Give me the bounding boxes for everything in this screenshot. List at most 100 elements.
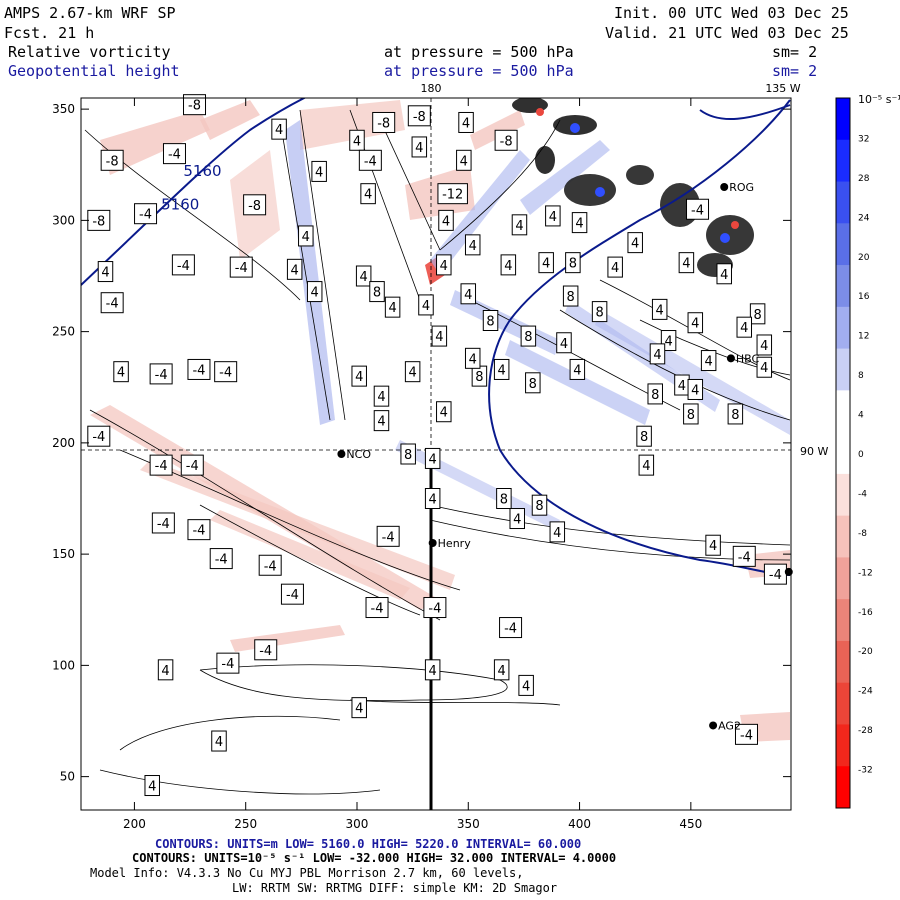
- init-time: Init. 00 UTC Wed 03 Dec 25: [614, 4, 849, 22]
- vorticity-label-text: 4: [504, 259, 512, 274]
- vorticity-label: -8: [183, 94, 207, 116]
- colorbar-swatch: [836, 181, 850, 224]
- colorbar-frame: [835, 97, 851, 809]
- vorticity-label-box: [531, 494, 548, 516]
- vorticity-label: 4: [355, 265, 372, 287]
- vorticity-label-box: [286, 258, 303, 280]
- vorticity-label: -8: [243, 194, 267, 216]
- vorticity-label-box: [151, 512, 175, 534]
- vorticity-label: 4: [271, 118, 287, 140]
- vorticity-label-text: 4: [462, 116, 470, 131]
- vorticity-label-box: [384, 296, 401, 318]
- vorticity-label-box: [700, 350, 717, 372]
- vorticity-label-text: 4: [498, 363, 506, 378]
- vorticity-label-box: [437, 183, 468, 205]
- vorticity-contour-info: CONTOURS: UNITS=10⁻⁵ s⁻¹ LOW= -32.000 HI…: [132, 851, 616, 865]
- vorticity-label-box: [569, 358, 586, 380]
- field1-smoothing: sm= 2: [772, 43, 817, 61]
- vorticity-label: 8: [471, 365, 488, 387]
- vorticity-label-box: [180, 454, 204, 476]
- vorticity-label: -8: [372, 111, 396, 133]
- vorticity-label-box: [756, 356, 773, 378]
- vorticity-label-box: [254, 639, 278, 661]
- vorticity-label: 4: [351, 697, 367, 719]
- vorticity-label-box: [424, 488, 441, 509]
- vorticity-label: 4: [736, 316, 753, 338]
- vorticity-label-box: [404, 361, 421, 383]
- colorbar-level-label: 0: [858, 450, 864, 460]
- colorbar-level-label: -8: [858, 529, 867, 539]
- vorticity-label-text: -4: [92, 430, 105, 445]
- vorticity-label: 4: [404, 361, 421, 383]
- vorticity-label-box: [280, 583, 304, 605]
- vorticity-label-text: 4: [549, 210, 557, 225]
- vorticity-label-box: [113, 361, 129, 383]
- colorbar-swatch: [836, 473, 850, 517]
- vorticity-label: 4: [756, 334, 773, 356]
- vorticity-label-box: [651, 298, 668, 320]
- valid-time: Valid. 21 UTC Wed 03 Dec 25: [605, 24, 849, 42]
- vorticity-label: 8: [683, 403, 699, 425]
- x-tick-label: 250: [234, 817, 257, 831]
- vorticity-label-box: [373, 385, 390, 407]
- vorticity-label: 4: [373, 410, 390, 432]
- vorticity-label-box: [214, 361, 238, 383]
- vorticity-label-box: [716, 263, 732, 285]
- vorticity-label-box: [562, 285, 579, 307]
- vorticity-label-text: 4: [760, 339, 768, 354]
- vorticity-label-box: [149, 454, 173, 476]
- vorticity-label-text: -4: [215, 553, 228, 568]
- vorticity-label-box: [351, 697, 367, 719]
- vorticity-label-box: [705, 534, 721, 556]
- vorticity-label: -4: [149, 454, 173, 476]
- vorticity-label-box: [209, 548, 233, 570]
- y-tick-label: 100: [52, 658, 75, 672]
- vorticity-label-box: [571, 212, 588, 234]
- vorticity-label: -4: [151, 512, 175, 534]
- vorticity-label: -8: [407, 105, 431, 127]
- vorticity-label: 4: [700, 350, 717, 372]
- vorticity-label: -4: [365, 597, 389, 619]
- vorticity-label: 4: [460, 283, 477, 305]
- vorticity-label: 4: [716, 263, 732, 285]
- vorticity-label: 8: [591, 301, 608, 323]
- vorticity-label-text: -4: [219, 366, 232, 381]
- vorticity-label-box: [727, 403, 744, 425]
- vorticity-label: 4: [306, 281, 323, 303]
- footer: CONTOURS: UNITS=m LOW= 5160.0 HIGH= 5220…: [90, 837, 616, 895]
- vorticity-label-box: [372, 111, 396, 133]
- vorticity-label-box: [458, 111, 474, 133]
- vorticity-label-box: [171, 254, 195, 276]
- forecast-hour: Fcst. 21 h: [4, 24, 94, 42]
- vorticity-label-text: 4: [542, 257, 550, 272]
- vorticity-label-text: 4: [560, 337, 568, 352]
- vorticity-label: 8: [565, 252, 581, 274]
- vorticity-label-text: 4: [740, 321, 748, 336]
- vorticity-label-box: [87, 425, 111, 447]
- colorbar-level-label: -16: [858, 608, 873, 618]
- vorticity-label: 4: [418, 294, 434, 316]
- vorticity-label-box: [438, 209, 454, 231]
- vorticity-label: 4: [627, 232, 643, 254]
- station-markers: ROG HBC NCO Henry AG2: [337, 181, 793, 732]
- vorticity-label: -4: [134, 203, 158, 225]
- vorticity-label: 4: [687, 312, 704, 334]
- vorticity-label: 4: [651, 298, 668, 320]
- vorticity-label-box: [607, 256, 623, 278]
- vorticity-label-box: [144, 775, 160, 797]
- vorticity-label-box: [496, 488, 512, 509]
- vorticity-label: -4: [734, 723, 758, 745]
- vorticity-label: 4: [756, 356, 773, 378]
- station-label: AG2: [718, 719, 741, 732]
- vorticity-label-box: [500, 254, 517, 276]
- x-axis-ticks: 200 250 300 350 400 450: [123, 98, 702, 831]
- y-tick-label: 150: [52, 547, 75, 561]
- vorticity-label: 4: [571, 212, 588, 234]
- vorticity-label: -4: [686, 198, 710, 220]
- vorticity-label-box: [649, 343, 666, 365]
- vorticity-label-box: [376, 525, 400, 547]
- colorbar-swatch: [836, 390, 850, 433]
- colorbar-unit: 10⁻⁵ s⁻¹: [858, 93, 900, 106]
- vorticity-label-box: [627, 232, 643, 254]
- colorbar-swatch: [836, 515, 850, 558]
